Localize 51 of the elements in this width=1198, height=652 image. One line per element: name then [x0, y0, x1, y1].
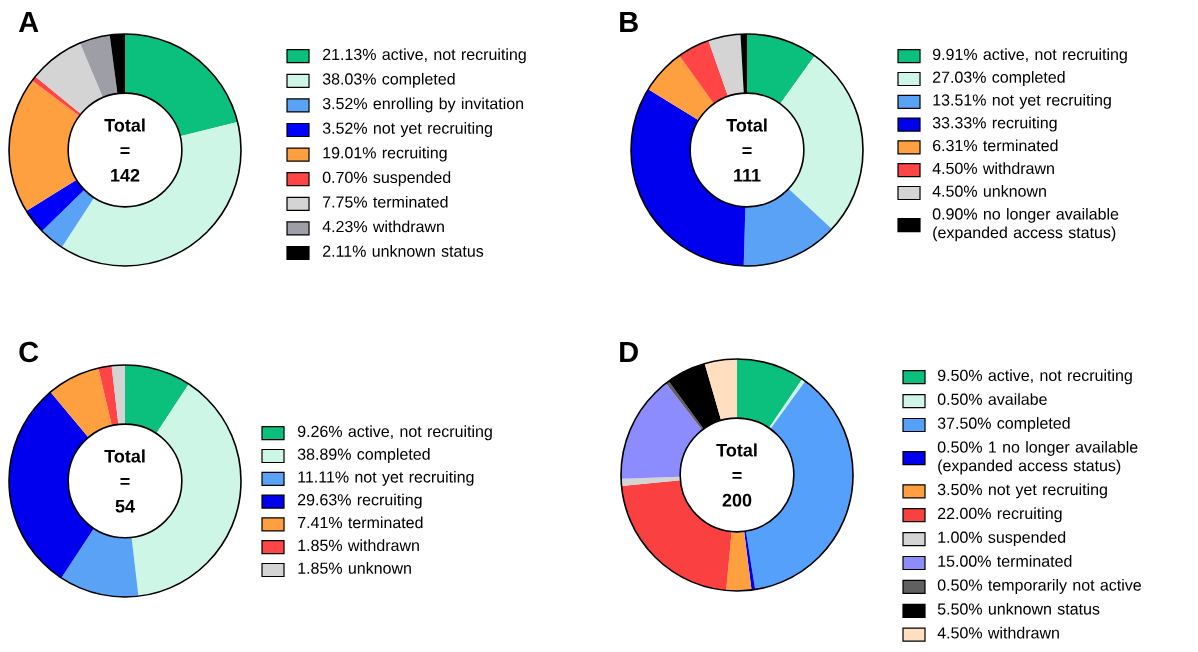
text: Total [104, 118, 145, 132]
legend-label: 0.50% 1 no longer available (expanded access status) [937, 441, 1138, 475]
legend-label: 4.23% withdrawn [322, 220, 444, 233]
legend-label: 9.26% active, not recruiting [297, 425, 492, 441]
legend-label: 9.91% active, not recruiting [932, 48, 1127, 64]
legend-label: 2.11% unknown status [323, 245, 484, 257]
text: = [120, 478, 130, 485]
legend-label: 9.50% active, not recruiting [937, 369, 1132, 385]
legend-label: 5.50% unknown status [937, 602, 1100, 615]
legend-label: 11.11% not yet recruiting [298, 470, 474, 486]
legend-label: 0.50% availabe [937, 393, 1047, 405]
text: = [742, 147, 752, 154]
chart-title: B [620, 12, 638, 32]
text: 54 [115, 500, 135, 513]
chart-title: A [18, 12, 39, 32]
legend-label: 7.41% terminated [298, 516, 423, 529]
legend-label: 29.63% recruiting [298, 493, 422, 509]
legend-label: 3.50% not yet recruiting [937, 483, 1107, 499]
legend-label: 4.50% withdrawn [937, 626, 1059, 639]
legend-label: 0.90% no longer available (expanded access status) [932, 207, 1119, 242]
legend-label: 21.13% active, not recruiting [323, 48, 526, 64]
legend-label: 27.03% completed [933, 71, 1065, 87]
legend-label: 3.52% not yet recruiting [322, 122, 492, 138]
text: 200 [722, 493, 752, 507]
legend-label: 1.85% withdrawn [298, 539, 419, 552]
legend-label: 15.00% terminated [938, 555, 1072, 567]
legend-label: 13.51% not yet recruiting [933, 93, 1111, 109]
legend-label: 38.89% completed [297, 448, 430, 464]
legend-label: 4.50% withdrawn [932, 162, 1054, 175]
legend-label: 1.85% unknown [298, 562, 411, 574]
text: Total [104, 449, 145, 463]
legend-label: 6.31% terminated [933, 139, 1058, 152]
legend-label: 0.50% temporarily not active [937, 579, 1141, 594]
legend-label: 38.03% completed [322, 72, 455, 88]
text: = [732, 472, 742, 479]
legend-label: 3.52% enrolling by invitation [322, 97, 524, 113]
chart-title: D [620, 342, 638, 362]
legend-label: 19.01% recruiting [323, 146, 447, 162]
legend-label: 1.00% suspended [938, 531, 1066, 547]
legend-label: 7.75% terminated [323, 195, 448, 208]
legend-label: 22.00% recruiting [938, 507, 1062, 523]
text: 111 [734, 169, 761, 182]
text: 142 [111, 168, 140, 182]
text: Total [726, 118, 767, 132]
legend-label: 33.33% recruiting [932, 116, 1057, 132]
chart-title: C [19, 341, 39, 363]
text: Total [716, 443, 757, 457]
text: = [120, 147, 130, 154]
legend-label: 4.50% unknown [932, 185, 1046, 197]
legend-label: 0.70% suspended [322, 171, 451, 187]
legend-label: 37.50% completed [937, 417, 1070, 433]
